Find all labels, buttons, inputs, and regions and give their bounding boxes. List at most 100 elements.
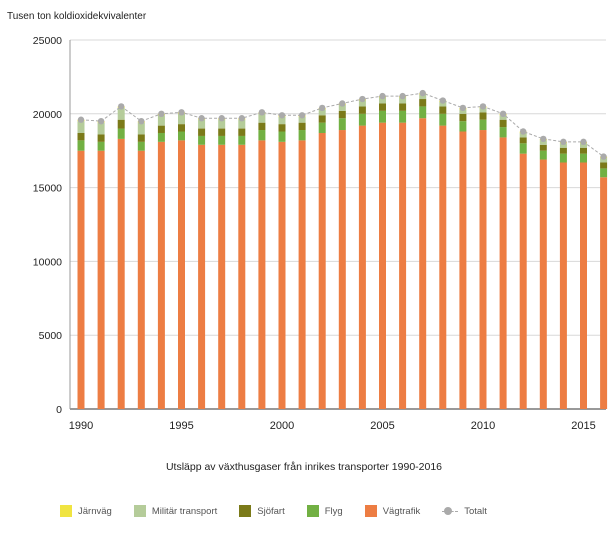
bar-v-gtrafik	[559, 162, 567, 409]
bar-milit-r-transport	[499, 115, 507, 120]
bar-v-gtrafik	[539, 159, 547, 409]
y-tick-label: 25000	[33, 35, 62, 47]
bar-v-gtrafik	[278, 141, 286, 409]
bar-flyg	[580, 153, 587, 163]
bar-flyg	[459, 121, 467, 132]
bar-flyg	[198, 135, 206, 145]
bar-milit-r-transport	[519, 132, 527, 138]
bar-sj-fart	[77, 132, 85, 141]
bar-flyg	[439, 113, 447, 126]
bar-v-gtrafik	[519, 153, 527, 409]
x-tick-label: 2010	[471, 420, 495, 432]
bar-sj-fart	[238, 128, 246, 136]
bar-flyg	[399, 110, 407, 123]
bar-v-gtrafik	[298, 140, 306, 410]
total-point	[540, 135, 547, 143]
legend-label: Totalt	[464, 505, 487, 517]
total-point	[258, 109, 266, 116]
bar-sj-fart	[258, 122, 266, 131]
total-point	[459, 104, 467, 112]
total-point	[359, 95, 366, 103]
bar-milit-r-transport	[117, 107, 125, 120]
bar-milit-r-transport	[137, 122, 145, 135]
y-axis-title: Tusen ton koldioxidekvivalenter	[7, 11, 147, 22]
bar-flyg	[218, 135, 226, 145]
legend-label: Flyg	[324, 505, 343, 517]
legend-swatch	[60, 505, 72, 517]
bar-flyg	[157, 132, 165, 142]
total-point	[600, 153, 607, 160]
x-tick-label: 1995	[169, 420, 193, 432]
total-point	[178, 109, 185, 116]
bar-flyg	[97, 141, 105, 151]
total-point	[118, 103, 125, 110]
bar-milit-r-transport	[600, 158, 608, 163]
bar-v-gtrafik	[479, 130, 487, 409]
bar-milit-r-transport	[419, 94, 427, 100]
y-tick-label: 10000	[33, 256, 62, 268]
bar-sj-fart	[137, 134, 145, 142]
bar-sj-fart	[419, 99, 427, 107]
x-tick-label: 2000	[270, 420, 294, 432]
bar-flyg	[479, 119, 487, 131]
bar-sj-fart	[600, 162, 608, 169]
total-point	[339, 100, 346, 107]
total-point	[138, 117, 145, 125]
bar-v-gtrafik	[97, 150, 105, 409]
bar-sj-fart	[479, 112, 487, 120]
bar-milit-r-transport	[479, 107, 487, 113]
bar-flyg	[178, 131, 185, 141]
bar-flyg	[379, 110, 386, 123]
bar-milit-r-transport	[238, 119, 246, 129]
legend-swatch	[306, 505, 319, 517]
y-tick-label: 15000	[33, 183, 62, 195]
bar-milit-r-transport	[338, 104, 346, 111]
bar-milit-r-transport	[278, 116, 286, 125]
legend-label: Sjöfart	[257, 505, 285, 517]
y-tick-label: 5000	[39, 330, 63, 342]
chart-title: Utsläpp av växthusgaser från inrikes tra…	[165, 461, 443, 473]
legend-item: Järnväg	[60, 505, 112, 517]
bar-v-gtrafik	[439, 125, 447, 409]
bar-flyg	[559, 153, 567, 163]
total-point	[97, 117, 105, 125]
x-tick-label: 1990	[69, 420, 93, 432]
bar-milit-r-transport	[258, 113, 266, 123]
bar-flyg	[298, 130, 306, 141]
total-point	[499, 110, 507, 118]
bar-v-gtrafik	[157, 141, 165, 409]
total-point	[158, 110, 165, 118]
bar-sj-fart	[198, 128, 206, 136]
x-tick-label: 2005	[370, 420, 394, 432]
total-point	[399, 92, 406, 100]
bar-milit-r-transport	[218, 119, 226, 129]
bar-milit-r-transport	[178, 113, 185, 125]
legend-item: Sjöfart	[239, 505, 285, 517]
bar-flyg	[519, 143, 527, 154]
bar-milit-r-transport	[157, 115, 165, 126]
bar-sj-fart	[338, 110, 346, 119]
bar-v-gtrafik	[77, 150, 85, 409]
legend-label: Järnväg	[78, 505, 112, 517]
y-tick-label: 0	[56, 404, 62, 416]
bar-flyg	[318, 122, 326, 133]
bar-sj-fart	[218, 128, 226, 136]
chart-legend: Järnväg Militär transport Sjöfart Flyg Vägtr…	[60, 505, 487, 517]
bar-milit-r-transport	[318, 109, 326, 116]
bar-milit-r-transport	[198, 119, 206, 129]
bar-v-gtrafik	[499, 137, 507, 409]
bar-v-gtrafik	[178, 140, 185, 410]
legend-swatch	[133, 505, 146, 517]
bar-v-gtrafik	[137, 150, 145, 409]
total-point	[298, 112, 306, 119]
bar-flyg	[258, 130, 266, 141]
bar-milit-r-transport	[580, 143, 587, 148]
bar-v-gtrafik	[258, 140, 266, 410]
legend-swatch	[239, 505, 252, 517]
bar-milit-r-transport	[439, 101, 447, 107]
legend-item: Vägtrafik	[364, 505, 420, 517]
bar-milit-r-transport	[298, 116, 306, 123]
bar-sj-fart	[539, 144, 547, 151]
bar-v-gtrafik	[459, 131, 467, 409]
